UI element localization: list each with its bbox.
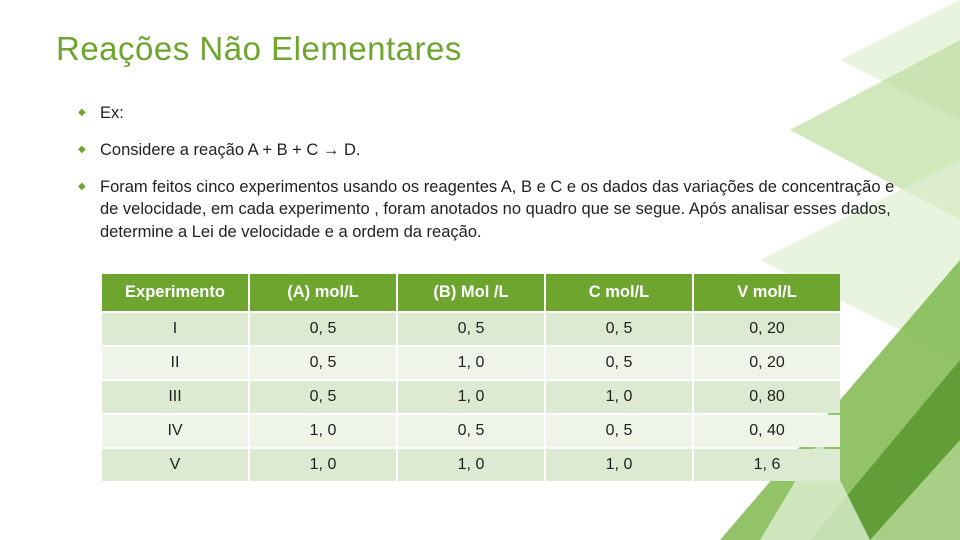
cell: 0, 5 <box>546 347 692 379</box>
table-row: V 1, 0 1, 0 1, 0 1, 6 <box>102 449 840 481</box>
cell: II <box>102 347 248 379</box>
slide: Reações Não Elementares Ex: Considere a … <box>0 0 960 540</box>
cell: 0, 5 <box>250 313 396 345</box>
cell: V <box>102 449 248 481</box>
cell: III <box>102 381 248 413</box>
table-row: III 0, 5 1, 0 1, 0 0, 80 <box>102 381 840 413</box>
cell: 0, 5 <box>250 381 396 413</box>
cell: 1, 0 <box>250 415 396 447</box>
content-area: Reações Não Elementares Ex: Considere a … <box>0 0 960 483</box>
cell: 0, 80 <box>694 381 840 413</box>
col-header: (A) mol/L <box>250 274 396 311</box>
cell: 1, 0 <box>546 449 692 481</box>
col-header: C mol/L <box>546 274 692 311</box>
table-row: IV 1, 0 0, 5 0, 5 0, 40 <box>102 415 840 447</box>
table-header-row: Experimento (A) mol/L (B) Mol /L C mol/L… <box>102 274 840 311</box>
table-row: I 0, 5 0, 5 0, 5 0, 20 <box>102 313 840 345</box>
col-header: (B) Mol /L <box>398 274 544 311</box>
cell: 1, 6 <box>694 449 840 481</box>
cell: 1, 0 <box>250 449 396 481</box>
cell: 1, 0 <box>398 347 544 379</box>
cell: 0, 20 <box>694 313 840 345</box>
cell: 1, 0 <box>398 381 544 413</box>
cell: 0, 40 <box>694 415 840 447</box>
bullet-item: Considere a reação A + B + C → D. <box>78 139 904 162</box>
data-table-wrap: Experimento (A) mol/L (B) Mol /L C mol/L… <box>100 272 904 483</box>
cell: 0, 5 <box>398 415 544 447</box>
cell: 1, 0 <box>546 381 692 413</box>
cell: IV <box>102 415 248 447</box>
bullet-list: Ex: Considere a reação A + B + C → D. Fo… <box>78 102 904 244</box>
col-header: Experimento <box>102 274 248 311</box>
cell: I <box>102 313 248 345</box>
bullet-item: Ex: <box>78 102 904 125</box>
cell: 0, 5 <box>546 313 692 345</box>
cell: 0, 5 <box>250 347 396 379</box>
slide-title: Reações Não Elementares <box>56 30 904 68</box>
col-header: V mol/L <box>694 274 840 311</box>
cell: 1, 0 <box>398 449 544 481</box>
cell: 0, 5 <box>398 313 544 345</box>
bullet-item: Foram feitos cinco experimentos usando o… <box>78 176 904 244</box>
table-row: II 0, 5 1, 0 0, 5 0, 20 <box>102 347 840 379</box>
cell: 0, 20 <box>694 347 840 379</box>
cell: 0, 5 <box>546 415 692 447</box>
data-table: Experimento (A) mol/L (B) Mol /L C mol/L… <box>100 272 842 483</box>
